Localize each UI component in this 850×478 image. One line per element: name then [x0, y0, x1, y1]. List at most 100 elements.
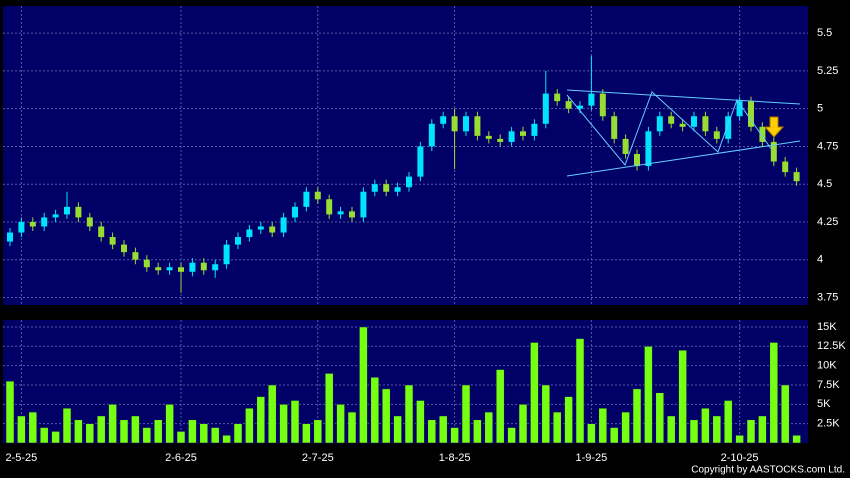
volume-bar	[165, 404, 174, 444]
volume-bar	[108, 404, 117, 444]
volume-bar	[735, 435, 744, 444]
volume-bar	[689, 419, 699, 444]
volume-bar	[587, 423, 596, 444]
y-tick-label: 4	[817, 254, 823, 266]
candle-body	[280, 217, 287, 233]
candle-body	[679, 123, 686, 127]
volume-bar	[302, 423, 311, 444]
volume-bar	[644, 346, 653, 444]
volume-bar	[188, 419, 197, 444]
candle-body	[508, 131, 515, 142]
candle-body	[542, 93, 549, 124]
volume-bar	[245, 407, 254, 444]
candle-body	[326, 199, 333, 215]
y-tick-label: 5	[817, 103, 823, 115]
volume-bar	[96, 415, 106, 444]
candle-body	[406, 176, 412, 188]
volume-bar	[267, 384, 277, 444]
volume-bar	[347, 411, 357, 444]
candle-body	[29, 221, 36, 227]
volume-bar	[290, 400, 300, 444]
copyright: Copyright by AASTOCKS.com Ltd.	[691, 465, 845, 476]
volume-bar	[758, 415, 767, 444]
candle-body	[166, 267, 173, 271]
candle-body	[314, 191, 321, 200]
volume-bar	[233, 423, 243, 444]
volume-bar	[142, 427, 152, 444]
y2-tick-label: 10K	[817, 360, 837, 372]
arrow-marker	[763, 116, 785, 138]
volume-bar	[74, 419, 83, 444]
volume-bar	[370, 376, 380, 444]
volume-bar	[473, 419, 482, 444]
candle-body	[235, 237, 241, 245]
volume-bar	[564, 396, 573, 444]
volume-bar	[176, 431, 186, 444]
volume-bar	[279, 404, 288, 444]
candle-body	[64, 206, 70, 215]
candle-body	[497, 138, 504, 142]
volume-bar	[336, 404, 345, 444]
candle-body	[143, 259, 150, 268]
volume-bar	[416, 400, 425, 444]
volume-bar	[609, 427, 619, 444]
volume-bar	[404, 384, 414, 444]
y-tick-label: 4.75	[817, 140, 838, 152]
candle-body	[634, 153, 640, 167]
candle-body	[109, 237, 116, 245]
candle-body	[212, 264, 219, 271]
y2-tick-label: 7.5K	[817, 379, 840, 391]
volume-bar	[62, 407, 72, 444]
candle-body	[269, 226, 276, 233]
volume-bar	[438, 415, 448, 444]
volume-bar	[598, 407, 608, 444]
candle-body	[588, 93, 595, 106]
volume-bar	[381, 388, 391, 444]
volume-bar	[792, 435, 801, 444]
x-tick-label: 2-7-25	[302, 452, 334, 464]
volume-bar	[324, 373, 334, 444]
candle-body	[702, 116, 709, 132]
volume-bar	[222, 435, 231, 444]
x-tick-label: 2-5-25	[6, 452, 38, 464]
y-tick-label: 5.25	[817, 65, 838, 77]
candle-body	[383, 184, 390, 192]
y2-tick-label: 2.5K	[817, 418, 840, 430]
candle-body	[725, 116, 732, 139]
volume-bar	[621, 411, 630, 444]
candle-body	[86, 217, 93, 227]
y2-tick-label: 5K	[817, 398, 831, 410]
candle-body	[246, 229, 253, 238]
candle-body	[132, 252, 139, 260]
volume-bar	[17, 415, 26, 444]
candle-body	[691, 116, 697, 127]
candle-body	[554, 93, 561, 102]
volume-bar	[632, 388, 642, 444]
volume-bar	[461, 384, 471, 444]
candle-body	[611, 116, 618, 139]
volume-bar	[199, 423, 209, 444]
candle-body	[656, 116, 663, 132]
candle-body	[531, 123, 538, 136]
candle-body	[645, 131, 652, 167]
x-tick-label: 2-10-25	[721, 452, 759, 464]
candle-body	[41, 217, 48, 227]
volume-bar	[541, 384, 551, 444]
volume-bar	[780, 384, 790, 444]
volume-bar	[746, 419, 756, 444]
y-tick-label: 4.5	[817, 178, 832, 190]
candle-body	[18, 221, 25, 233]
candle-body	[759, 126, 766, 142]
volume-bar	[723, 400, 733, 444]
volume-bar	[655, 392, 665, 444]
volume-bar	[769, 342, 779, 444]
candle-body	[52, 214, 59, 218]
candle-body	[451, 116, 458, 132]
volume-bar	[51, 431, 60, 444]
candle-body	[121, 244, 127, 253]
candle-body	[770, 141, 777, 162]
x-tick-label: 2-6-25	[165, 452, 197, 464]
volume-bar	[210, 427, 220, 444]
candle-body	[599, 93, 606, 117]
